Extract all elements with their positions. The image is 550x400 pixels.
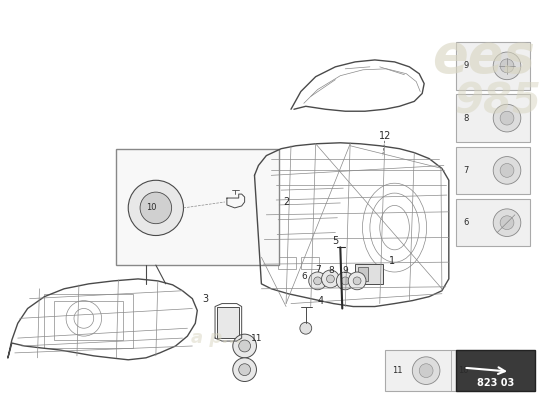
FancyArrowPatch shape — [466, 367, 505, 374]
Text: 3: 3 — [202, 294, 208, 304]
Circle shape — [488, 364, 502, 378]
Bar — [301, 257, 318, 269]
Text: 985: 985 — [455, 80, 542, 122]
Bar — [358, 267, 368, 281]
Text: 10: 10 — [458, 366, 468, 375]
Text: 823 03: 823 03 — [476, 378, 514, 388]
Circle shape — [493, 156, 521, 184]
Bar — [278, 257, 296, 269]
Text: 6: 6 — [464, 218, 469, 227]
Text: 12: 12 — [378, 131, 391, 141]
Circle shape — [233, 358, 256, 382]
Circle shape — [233, 334, 256, 358]
Circle shape — [128, 180, 184, 236]
Text: 11: 11 — [392, 366, 402, 375]
Circle shape — [342, 277, 349, 285]
Bar — [54, 301, 123, 340]
Bar — [456, 350, 535, 391]
Text: 8: 8 — [464, 114, 469, 123]
Circle shape — [353, 277, 361, 285]
Text: 7: 7 — [464, 166, 469, 175]
Bar — [355, 264, 383, 284]
Circle shape — [239, 340, 251, 352]
Text: 7: 7 — [315, 264, 321, 274]
Circle shape — [419, 364, 433, 378]
Text: 11: 11 — [251, 334, 262, 342]
Text: 10: 10 — [146, 203, 156, 212]
Bar — [384, 350, 518, 391]
Text: 5: 5 — [332, 236, 338, 246]
Circle shape — [327, 275, 334, 283]
Text: 4: 4 — [317, 296, 323, 306]
Bar — [456, 94, 530, 142]
Circle shape — [493, 52, 521, 80]
Circle shape — [322, 270, 339, 288]
Circle shape — [337, 272, 354, 290]
Bar — [456, 199, 530, 246]
Text: 9: 9 — [342, 266, 348, 274]
Circle shape — [493, 104, 521, 132]
Text: a p...: a p... — [191, 329, 243, 347]
Circle shape — [309, 272, 327, 290]
Circle shape — [314, 277, 322, 285]
Text: 9: 9 — [464, 61, 469, 70]
Bar — [217, 306, 239, 338]
Text: 2: 2 — [283, 197, 289, 207]
Bar — [456, 42, 530, 90]
Circle shape — [348, 272, 366, 290]
Circle shape — [481, 357, 509, 384]
Circle shape — [500, 111, 514, 125]
Text: 6: 6 — [301, 272, 307, 282]
Circle shape — [140, 192, 172, 224]
Circle shape — [412, 357, 440, 384]
Bar — [117, 149, 279, 265]
Circle shape — [500, 59, 514, 73]
Bar — [45, 294, 133, 348]
Circle shape — [500, 164, 514, 177]
Circle shape — [500, 216, 514, 230]
Text: 8: 8 — [328, 266, 334, 274]
Circle shape — [239, 364, 251, 376]
Circle shape — [300, 322, 312, 334]
Text: ees: ees — [432, 31, 535, 83]
Circle shape — [493, 209, 521, 236]
Bar — [456, 147, 530, 194]
Text: 1: 1 — [388, 256, 395, 266]
